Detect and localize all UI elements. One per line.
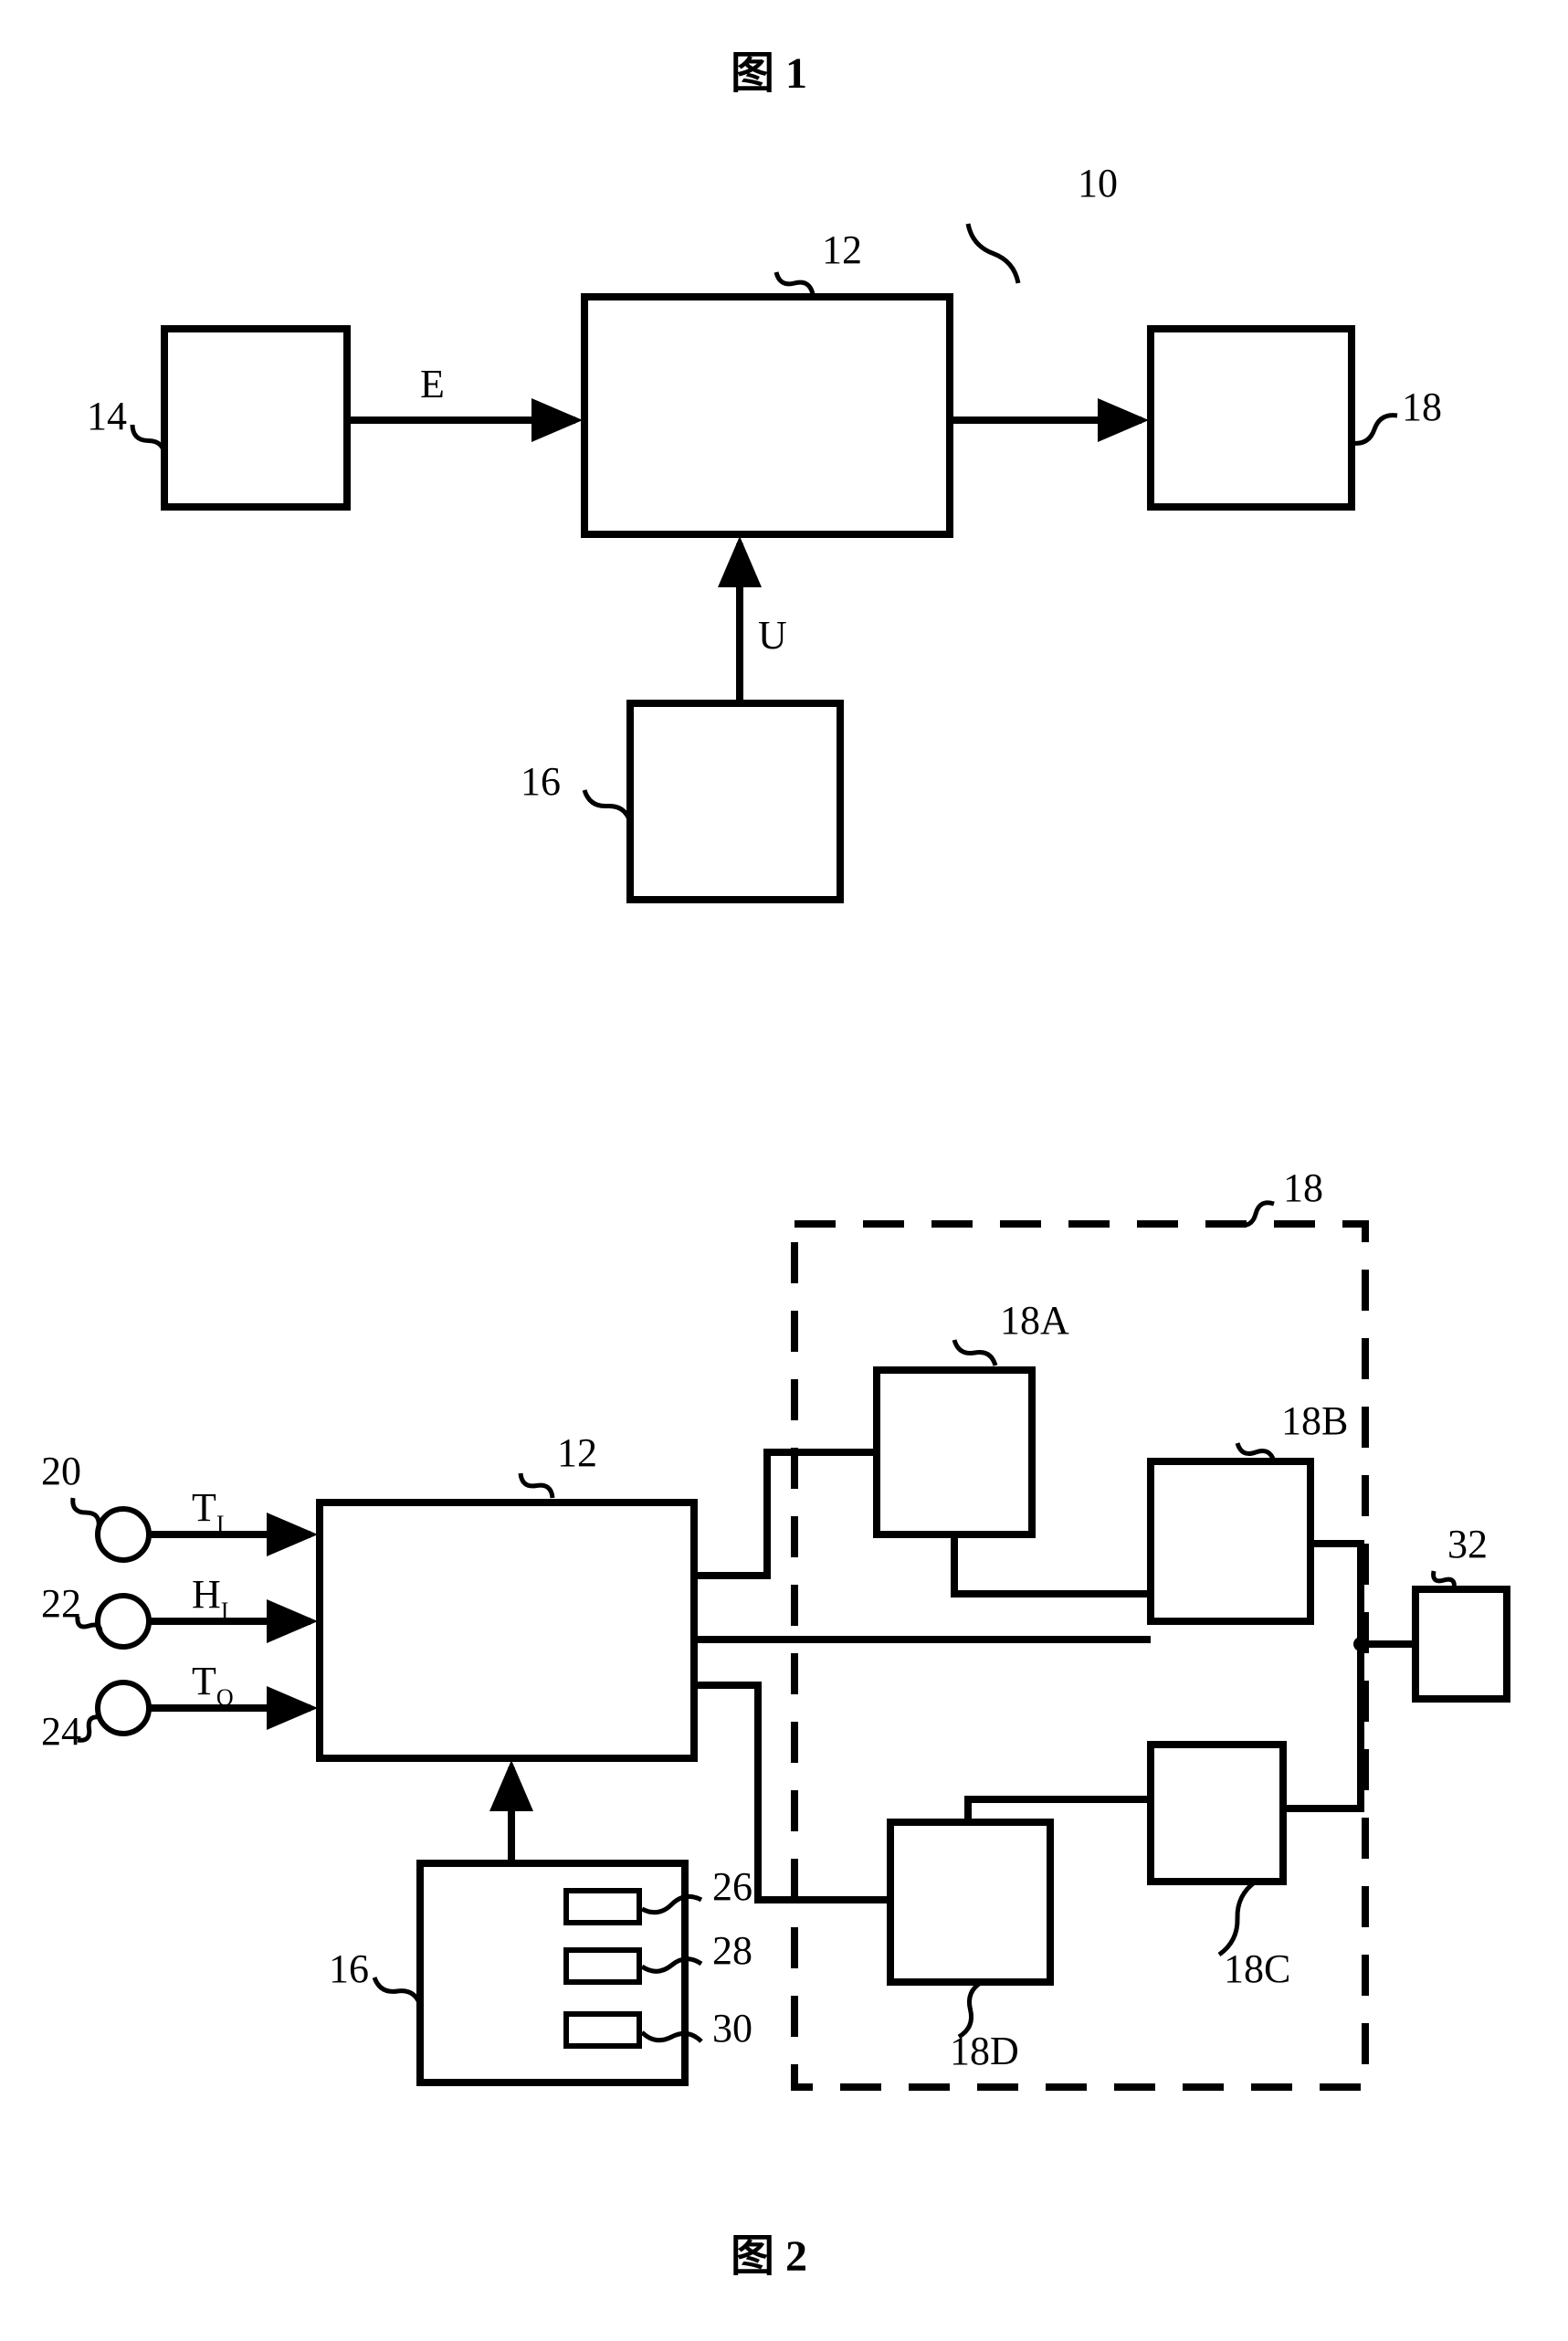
fig2-smallrect-r26 bbox=[566, 1891, 639, 1923]
leader-curve bbox=[374, 1977, 420, 2005]
fig2-label-l32: 32 bbox=[1447, 1522, 1488, 1566]
fig1-box-b14 bbox=[164, 329, 347, 507]
leader-curve bbox=[132, 425, 164, 457]
fig2-box-b18D bbox=[890, 1822, 1050, 1982]
fig2-signal-TO: TO bbox=[192, 1659, 234, 1711]
fig2-box-b18A bbox=[877, 1370, 1032, 1534]
fig2-label-l18D: 18D bbox=[950, 2029, 1019, 2073]
leader-curve bbox=[1219, 1882, 1256, 1955]
fig2-circle-c24 bbox=[98, 1682, 149, 1734]
fig2-smallrect-r30 bbox=[566, 2014, 639, 2046]
fig1-box-b12 bbox=[584, 297, 950, 534]
fig2-label-l22: 22 bbox=[41, 1581, 81, 1626]
fig1-label-l10: 10 bbox=[1078, 161, 1118, 206]
fig2-box-b18B bbox=[1151, 1461, 1310, 1621]
leader-curve bbox=[73, 1498, 99, 1527]
fig2-label-l16: 16 bbox=[329, 1946, 369, 1991]
diagram-svg: E U 10 12 14 18 16 TI HI TO 20 22 24 12 16 26 28 30 18 18A… bbox=[37, 37, 1531, 2304]
wire-18B-bus bbox=[1310, 1544, 1361, 1644]
fig2-circle-c20 bbox=[98, 1509, 149, 1560]
fig2-label-l18: 18 bbox=[1283, 1165, 1323, 1210]
wire-18C-bus bbox=[1283, 1644, 1361, 1808]
leader-curve bbox=[968, 224, 1018, 283]
leader-curve bbox=[642, 1896, 701, 1912]
leader-curve bbox=[1352, 416, 1397, 444]
fig2-smallrect-r28 bbox=[566, 1950, 639, 1982]
fig2-signal-TI: TI bbox=[192, 1485, 225, 1537]
fig2-label-l28: 28 bbox=[712, 1928, 752, 1973]
fig2-label-l18C: 18C bbox=[1224, 1946, 1290, 1991]
fig2-label-l30: 30 bbox=[712, 2006, 752, 2051]
fig2-box-b18C bbox=[1151, 1745, 1283, 1882]
wire-18A-18B bbox=[954, 1534, 1151, 1594]
leader-curve bbox=[642, 2032, 701, 2041]
fig1-box-b18 bbox=[1151, 329, 1352, 507]
fig1-signal-U: U bbox=[758, 613, 787, 658]
fig1-label-l16: 16 bbox=[521, 759, 561, 804]
wire-12-18A bbox=[694, 1452, 877, 1576]
fig2-signal-HI: HI bbox=[192, 1572, 228, 1624]
fig2-box-b12 bbox=[320, 1503, 694, 1758]
leader-curve bbox=[521, 1473, 552, 1498]
leader-curve bbox=[954, 1340, 995, 1366]
fig2-box-b32 bbox=[1415, 1589, 1507, 1699]
fig1-label-l18: 18 bbox=[1402, 385, 1442, 429]
fig2-label-l24: 24 bbox=[41, 1709, 81, 1754]
leader-curve bbox=[642, 1959, 701, 1972]
fig2-label-l18A: 18A bbox=[1000, 1298, 1069, 1343]
fig2-label-l20: 20 bbox=[41, 1449, 81, 1493]
figure1-title: 图 1 bbox=[731, 37, 807, 100]
fig1-signal-E: E bbox=[420, 362, 445, 406]
fig2-label-l12: 12 bbox=[557, 1430, 597, 1475]
figure2-title: 图 2 bbox=[731, 2220, 807, 2283]
fig2-box-b16 bbox=[420, 1863, 685, 2083]
fig2-circle-c22 bbox=[98, 1596, 149, 1647]
leader-curve bbox=[584, 790, 630, 822]
leader-curve bbox=[776, 272, 813, 294]
fig1-box-b16 bbox=[630, 703, 840, 900]
fig2-label-l18B: 18B bbox=[1281, 1398, 1348, 1443]
fig1-label-l12: 12 bbox=[822, 227, 862, 272]
fig2-label-l26: 26 bbox=[712, 1864, 752, 1909]
fig1-label-l14: 14 bbox=[87, 394, 127, 438]
junction-dot bbox=[1353, 1637, 1368, 1651]
